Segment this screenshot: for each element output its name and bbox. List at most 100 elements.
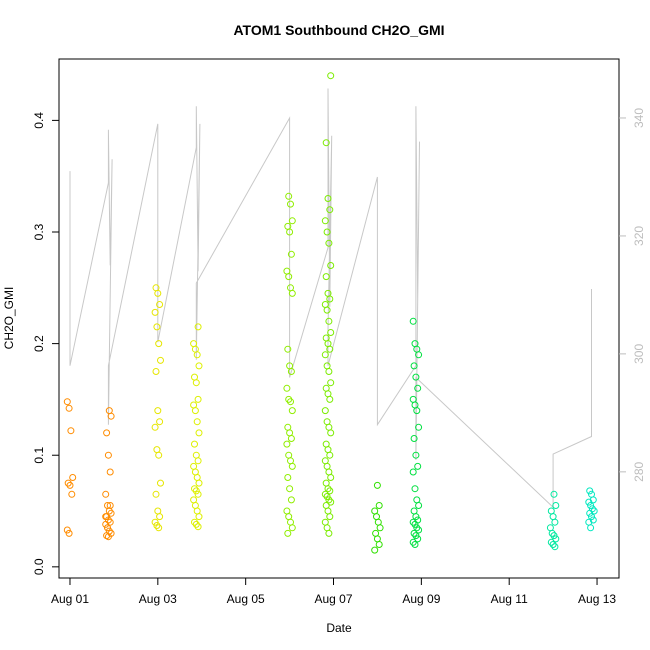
data-point [374, 518, 382, 526]
data-point [287, 398, 294, 406]
data-point [323, 418, 331, 426]
data-point [195, 429, 203, 437]
data-point [156, 301, 164, 308]
data-point [373, 513, 380, 521]
data-points [63, 72, 598, 554]
data-point [410, 435, 418, 442]
data-point [415, 526, 423, 534]
data-point [327, 498, 335, 506]
data-point [327, 379, 335, 387]
data-point [287, 250, 295, 258]
data-point [410, 362, 418, 370]
data-point [69, 474, 77, 481]
data-point [154, 507, 162, 515]
data-point [326, 487, 334, 495]
data-point [324, 390, 332, 398]
x-tick-label: Aug 13 [578, 592, 616, 606]
data-point [102, 513, 110, 521]
data-point [157, 479, 164, 487]
x-tick-label: Aug 05 [227, 592, 265, 606]
data-point [325, 496, 333, 504]
data-point [283, 384, 291, 392]
y-axis-label: CH2O_GMI [2, 287, 16, 350]
data-point [373, 481, 381, 489]
data-point [410, 507, 418, 515]
x-tick-label: Aug 07 [314, 592, 352, 606]
data-point [155, 451, 163, 459]
data-point [156, 418, 164, 426]
data-point [288, 217, 296, 225]
data-point [285, 192, 293, 200]
y2-tick-label: 280 [632, 462, 646, 482]
data-point [155, 524, 163, 532]
data-point [548, 529, 556, 537]
data-point [192, 487, 200, 495]
data-point [411, 485, 419, 493]
data-point [287, 284, 294, 292]
data-point [409, 538, 417, 546]
data-point [323, 228, 331, 236]
data-point [191, 345, 199, 353]
data-point [64, 479, 72, 487]
data-point [325, 368, 333, 375]
data-point [412, 451, 420, 459]
data-point [66, 481, 74, 489]
data-point [284, 529, 292, 537]
plot-frame [58, 58, 620, 579]
data-point [321, 301, 329, 308]
x-tick-label: Aug 01 [51, 592, 89, 606]
data-point [324, 195, 332, 202]
data-point [321, 217, 329, 225]
data-point [326, 295, 334, 303]
y2-axis-right: 280 300 320 340 [619, 108, 646, 482]
data-point [327, 72, 335, 80]
data-point [288, 289, 296, 297]
data-point [287, 496, 295, 504]
data-point [63, 526, 71, 534]
data-point [546, 524, 554, 532]
data-point [414, 462, 422, 470]
data-point [326, 395, 334, 403]
data-point [547, 507, 555, 515]
data-point [194, 523, 202, 531]
data-point [190, 496, 198, 504]
data-point [322, 479, 330, 487]
data-point [325, 529, 333, 537]
data-point [286, 485, 294, 493]
y-tick-label: 0.0 [32, 558, 46, 575]
data-point [106, 468, 114, 476]
data-point [285, 395, 293, 403]
data-point [412, 373, 420, 381]
data-point [326, 206, 334, 214]
data-point [321, 457, 329, 465]
data-point [547, 538, 555, 546]
secondary-series [69, 88, 592, 509]
data-point [193, 474, 201, 481]
data-point [192, 379, 200, 387]
data-point [193, 418, 201, 426]
data-point [550, 490, 558, 498]
data-point [413, 407, 421, 415]
x-axis-label: Date [326, 621, 352, 635]
data-point [286, 228, 294, 236]
data-point [283, 507, 291, 515]
chart-title: ATOM1 Southbound CH2O_GMI [233, 22, 444, 38]
data-point [287, 518, 294, 526]
data-point [194, 395, 202, 403]
data-point [194, 457, 202, 465]
data-point [411, 520, 419, 528]
data-point [287, 200, 294, 208]
data-point [104, 524, 111, 532]
data-point [284, 474, 292, 481]
data-point [325, 239, 333, 247]
data-point [103, 429, 111, 437]
data-point [409, 317, 417, 325]
data-point [549, 513, 557, 521]
data-point [190, 340, 198, 348]
data-point [327, 329, 335, 336]
data-point [587, 502, 595, 509]
secondary-series-line [69, 88, 592, 509]
data-point [325, 423, 333, 431]
data-point [321, 518, 329, 526]
